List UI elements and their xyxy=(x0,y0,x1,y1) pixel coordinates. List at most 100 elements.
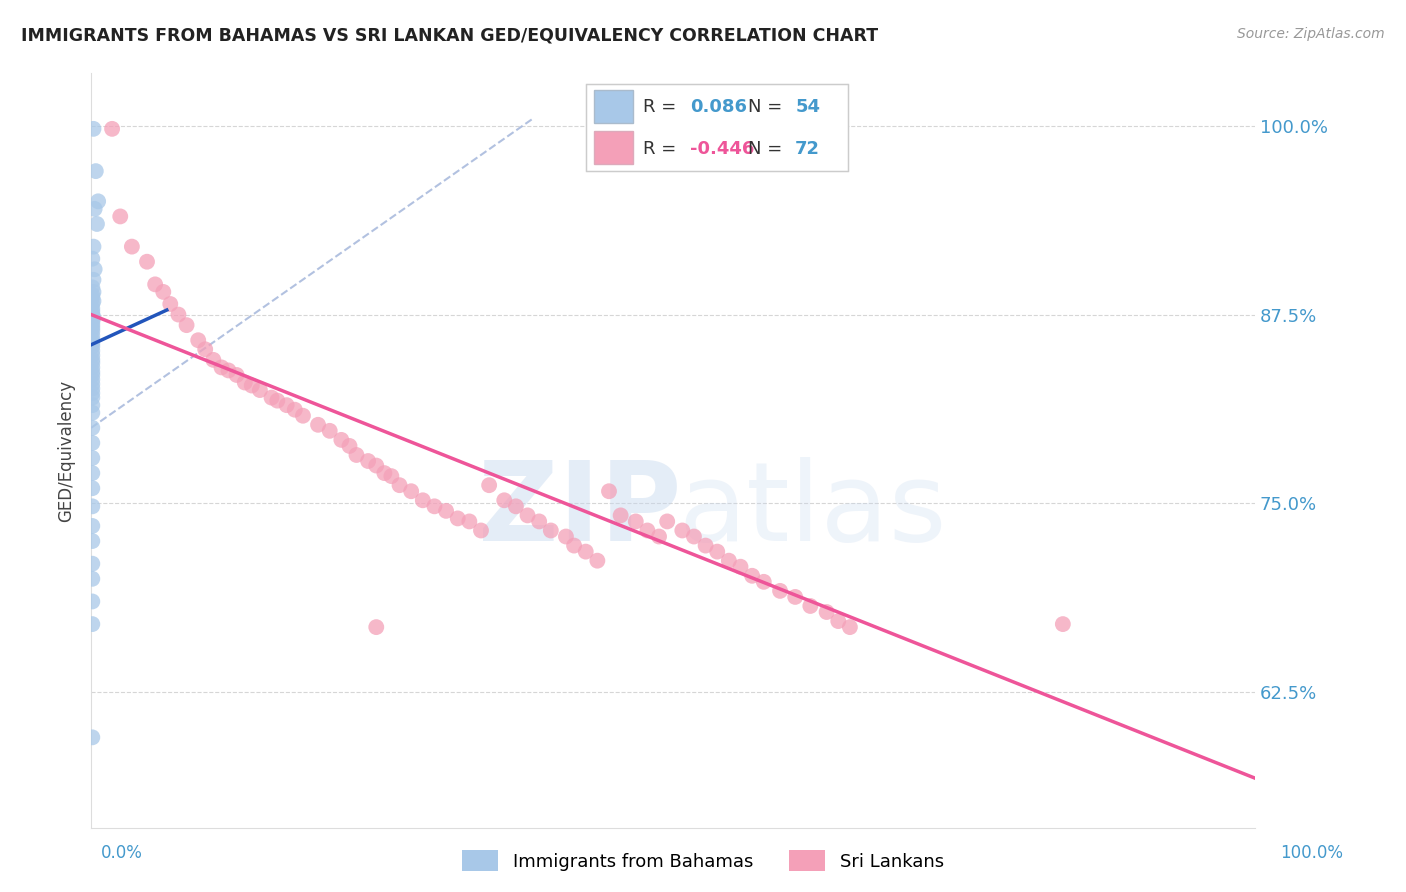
Text: Source: ZipAtlas.com: Source: ZipAtlas.com xyxy=(1237,27,1385,41)
Point xyxy=(399,484,422,499)
Point xyxy=(827,614,849,628)
Point xyxy=(609,508,631,523)
Point xyxy=(82,333,104,347)
Point xyxy=(82,121,104,136)
Point xyxy=(82,450,104,465)
Point xyxy=(423,500,446,514)
Point xyxy=(82,328,104,343)
Point xyxy=(380,469,402,483)
Point xyxy=(82,301,104,316)
Point xyxy=(217,363,239,377)
Point xyxy=(82,368,104,382)
Point xyxy=(82,377,104,392)
Point xyxy=(82,406,104,420)
Point xyxy=(636,524,658,538)
Point xyxy=(624,515,647,529)
Point xyxy=(527,515,550,529)
Point xyxy=(82,500,104,514)
Point xyxy=(82,352,104,367)
Legend: Immigrants from Bahamas, Sri Lankans: Immigrants from Bahamas, Sri Lankans xyxy=(456,843,950,879)
Point xyxy=(586,554,609,568)
Point xyxy=(717,554,740,568)
Point xyxy=(82,321,104,335)
Point xyxy=(240,378,263,392)
Point xyxy=(82,391,104,405)
Point xyxy=(110,210,132,224)
Point xyxy=(82,466,104,480)
Point xyxy=(194,343,217,357)
Point xyxy=(83,262,105,277)
Point xyxy=(555,529,578,543)
Point xyxy=(225,368,247,382)
Point xyxy=(284,402,307,417)
Point xyxy=(458,515,481,529)
Y-axis label: GED/Equivalency: GED/Equivalency xyxy=(58,379,75,522)
Point xyxy=(82,310,104,325)
Point xyxy=(648,529,671,543)
Point xyxy=(82,534,104,549)
Text: 100.0%: 100.0% xyxy=(1279,844,1343,862)
Point xyxy=(82,348,104,362)
Point xyxy=(752,574,775,589)
Point xyxy=(136,254,159,268)
Point xyxy=(202,352,225,367)
Point xyxy=(291,409,314,423)
Point xyxy=(82,318,104,333)
Point xyxy=(494,493,516,508)
Point xyxy=(505,500,527,514)
Point xyxy=(799,599,821,613)
Text: atlas: atlas xyxy=(679,458,946,565)
Point xyxy=(330,433,353,447)
Point xyxy=(1052,617,1074,632)
Point xyxy=(249,383,271,397)
Point xyxy=(82,382,104,396)
Point xyxy=(82,315,104,329)
Point xyxy=(540,524,562,538)
Point xyxy=(82,252,104,266)
Point xyxy=(211,360,233,375)
Point xyxy=(319,424,342,438)
Point xyxy=(276,398,298,412)
Point xyxy=(82,356,104,370)
Point xyxy=(366,458,388,473)
Point xyxy=(82,519,104,533)
Point xyxy=(82,557,104,571)
Text: 0.0%: 0.0% xyxy=(101,844,143,862)
Point xyxy=(562,539,585,553)
Point xyxy=(82,594,104,608)
Point xyxy=(598,484,620,499)
Point xyxy=(82,572,104,586)
Point xyxy=(121,239,143,253)
Point xyxy=(82,481,104,495)
Point xyxy=(339,439,361,453)
Point xyxy=(82,360,104,375)
Point xyxy=(167,308,190,322)
Point xyxy=(447,511,470,525)
Point xyxy=(82,421,104,435)
Point xyxy=(730,559,752,574)
Point xyxy=(478,478,501,492)
Point xyxy=(82,280,104,294)
Point xyxy=(706,544,728,558)
Point xyxy=(838,620,860,634)
Point xyxy=(516,508,538,523)
Point xyxy=(412,493,434,508)
Point xyxy=(434,504,457,518)
Point xyxy=(266,393,288,408)
Point xyxy=(388,478,411,492)
Point xyxy=(769,583,792,598)
Point xyxy=(82,273,104,287)
Point xyxy=(815,605,838,619)
Point xyxy=(82,372,104,386)
Point xyxy=(357,454,380,468)
Point xyxy=(187,333,209,347)
Point xyxy=(346,448,368,462)
Point xyxy=(82,365,104,379)
Point xyxy=(82,731,104,745)
Point xyxy=(82,239,104,253)
Point xyxy=(82,304,104,318)
Point xyxy=(366,620,388,634)
Point xyxy=(260,391,283,405)
Point xyxy=(87,194,110,209)
Point xyxy=(143,277,166,292)
